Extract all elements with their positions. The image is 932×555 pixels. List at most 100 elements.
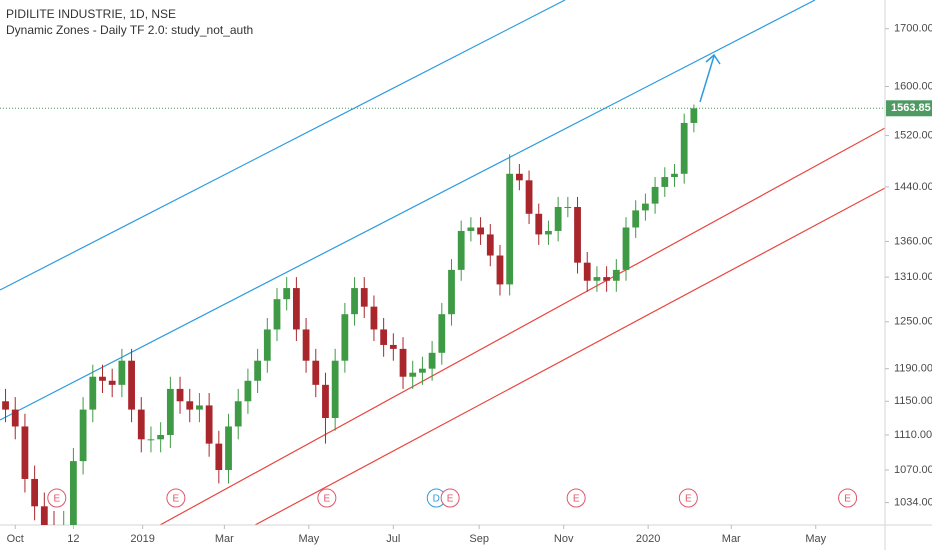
candle-body xyxy=(40,506,48,525)
candle-body xyxy=(515,173,523,181)
chart-title: PIDILITE INDUSTRIE, 1D, NSE xyxy=(6,7,176,21)
candle-body xyxy=(186,401,194,410)
x-tick-label: May xyxy=(805,533,826,545)
candle-body xyxy=(137,409,145,440)
candle-body xyxy=(612,269,620,281)
candle-body xyxy=(642,203,649,211)
candle-body xyxy=(176,388,184,402)
candle-body xyxy=(535,213,543,235)
candle-body xyxy=(108,380,116,385)
candle-body xyxy=(680,122,688,174)
candle-body xyxy=(690,108,698,123)
event-marker xyxy=(566,488,586,508)
candle-body xyxy=(651,186,659,204)
event-label: D xyxy=(433,494,440,505)
candle-body xyxy=(331,360,339,418)
lower-support-line xyxy=(254,187,885,525)
x-tick-label: 2019 xyxy=(130,533,154,545)
candle-body xyxy=(234,401,242,427)
indicator-label: Dynamic Zones - Daily TF 2.0: study_not_… xyxy=(6,23,253,37)
x-tick-label: Oct xyxy=(7,533,24,545)
channel-lines xyxy=(0,0,885,525)
candle-body xyxy=(438,314,446,353)
candle-body xyxy=(283,288,291,300)
candle-body xyxy=(205,405,213,444)
event-marker xyxy=(317,488,337,508)
candle-body xyxy=(70,461,77,525)
plot-area xyxy=(0,104,885,534)
candle-body xyxy=(467,227,475,231)
candle-body xyxy=(496,255,504,285)
candle-body xyxy=(486,234,494,256)
candle-body xyxy=(409,372,417,377)
candle-body xyxy=(89,376,97,410)
x-tick-label: Jul xyxy=(386,533,400,545)
candle-body xyxy=(457,230,465,270)
y-tick-label: 1600.00 xyxy=(894,80,932,92)
candle-body xyxy=(31,478,39,507)
candle-body xyxy=(99,376,106,381)
y-tick-label: 1190.00 xyxy=(894,363,932,375)
event-marker xyxy=(47,488,67,508)
candle-body xyxy=(477,227,484,235)
x-tick-label: May xyxy=(298,533,319,545)
x-tick-label: 12 xyxy=(67,533,79,545)
y-tick-label: 1310.00 xyxy=(894,271,932,283)
candle-body xyxy=(671,173,678,178)
projection-arrow xyxy=(699,53,721,103)
x-tick-label: Sep xyxy=(469,533,489,545)
candle-body xyxy=(360,288,368,307)
candle-body xyxy=(583,262,591,281)
y-tick-label: 1520.00 xyxy=(894,129,932,141)
candle-body xyxy=(128,360,135,410)
candle-body xyxy=(196,405,203,410)
event-label: E xyxy=(173,494,180,505)
candle-body xyxy=(419,368,426,373)
candle-body xyxy=(506,173,514,285)
candle-body xyxy=(525,180,533,214)
y-tick-label: 1110.00 xyxy=(894,429,932,441)
candle-body xyxy=(632,210,640,228)
event-label: E xyxy=(53,494,60,505)
candle-body xyxy=(593,277,601,281)
candle-body xyxy=(215,443,223,470)
candle-body xyxy=(263,329,271,361)
event-marker xyxy=(678,488,698,508)
event-label: E xyxy=(844,494,851,505)
y-tick-label: 1034.00 xyxy=(894,497,932,509)
x-tick-label: Mar xyxy=(215,533,234,545)
candle-body xyxy=(622,227,630,270)
x-tick-label: Nov xyxy=(554,533,574,545)
x-tick-label: Mar xyxy=(722,533,741,545)
upper-channel xyxy=(0,0,566,291)
candle-body xyxy=(574,206,581,263)
y-tick-label: 1700.00 xyxy=(894,23,932,35)
candle-body xyxy=(448,269,455,315)
candle-body xyxy=(147,439,155,441)
event-marker xyxy=(440,488,460,508)
candle-body xyxy=(292,288,300,330)
candle-body xyxy=(79,409,87,462)
support-line xyxy=(159,127,885,525)
candle-body xyxy=(428,352,436,369)
event-marker xyxy=(166,488,186,508)
event-label: E xyxy=(573,494,580,505)
candle-body xyxy=(302,329,310,361)
candle-body xyxy=(389,344,397,349)
candle-body xyxy=(564,206,572,208)
candle-body xyxy=(60,525,67,534)
y-tick-label: 1250.00 xyxy=(894,316,932,328)
candle-body xyxy=(273,299,281,330)
candle-body xyxy=(399,348,407,377)
candle-body xyxy=(312,360,320,385)
candle-body xyxy=(166,388,174,436)
candle-body xyxy=(225,426,232,470)
candle-body xyxy=(603,277,611,281)
last-price-label: 1563.85 xyxy=(891,102,931,114)
event-marker xyxy=(838,488,858,508)
candle-body xyxy=(322,384,329,418)
candle-body xyxy=(11,409,19,427)
candle-body xyxy=(370,306,378,330)
candle-body xyxy=(118,360,126,385)
